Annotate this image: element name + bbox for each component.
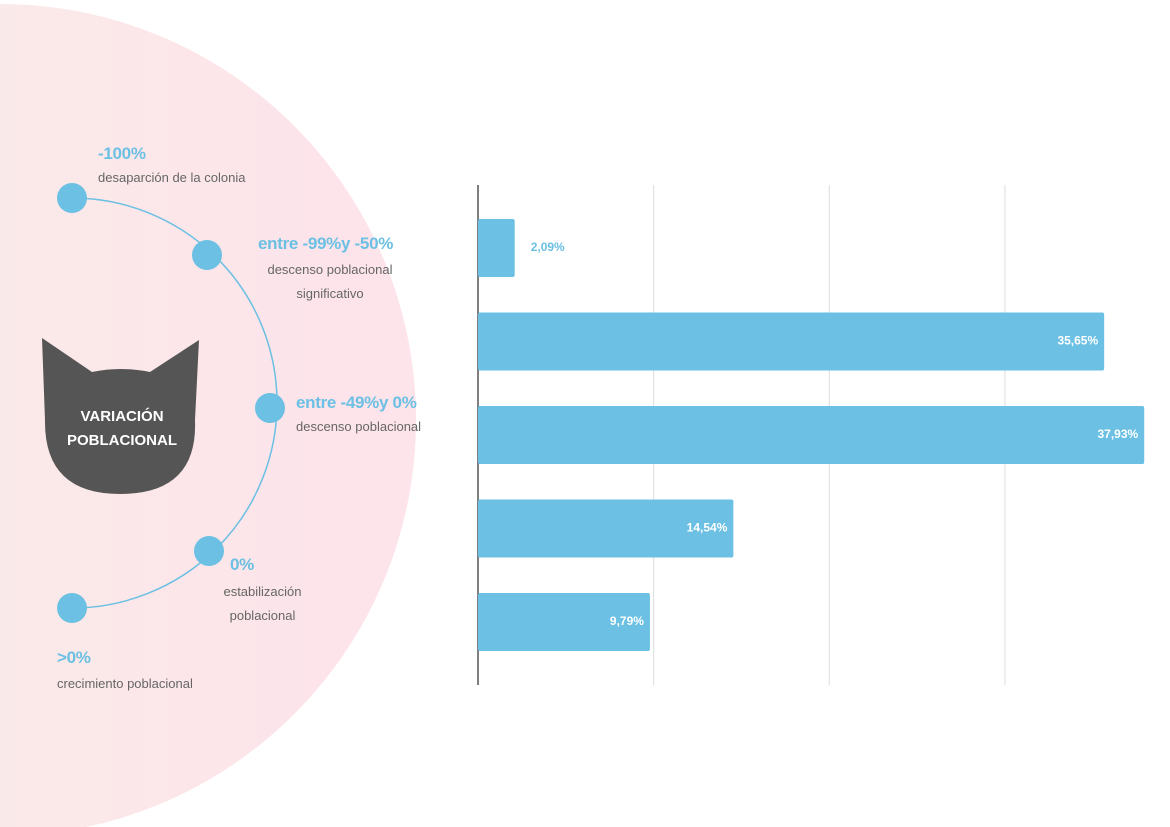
category-label: >0%	[57, 648, 91, 667]
bar	[478, 312, 1105, 371]
timeline-dot	[255, 393, 285, 423]
data-label: 35,65%	[1057, 334, 1098, 348]
bar	[478, 406, 1145, 464]
category-description: descenso poblacional significativo	[267, 262, 393, 301]
timeline-dot	[57, 183, 87, 213]
bar	[478, 499, 734, 558]
background-half-circle	[0, 4, 416, 827]
chart-title: VARIACIÓN POBLACIONAL	[67, 408, 177, 449]
category-label: -100%	[98, 144, 146, 163]
category-label: 0%	[230, 555, 254, 574]
timeline-dot	[192, 240, 222, 270]
bar	[478, 219, 515, 277]
category-label: entre -99%y -50%	[258, 234, 394, 253]
category-description: estabilización poblacional	[223, 584, 302, 623]
data-label: 2,09%	[531, 240, 565, 254]
timeline-dot	[194, 536, 224, 566]
data-label: 37,93%	[1098, 427, 1139, 441]
bar	[478, 593, 650, 651]
data-label: 14,54%	[687, 521, 728, 535]
data-label: 9,79%	[610, 614, 644, 628]
timeline-dot	[57, 593, 87, 623]
category-description: descenso poblacional	[296, 419, 422, 434]
cat-head-icon	[42, 338, 199, 494]
category-description: crecimiento poblacional	[57, 676, 193, 691]
category-description: desaparción de la colonia	[98, 170, 246, 185]
category-label: entre -49%y 0%	[296, 393, 417, 412]
